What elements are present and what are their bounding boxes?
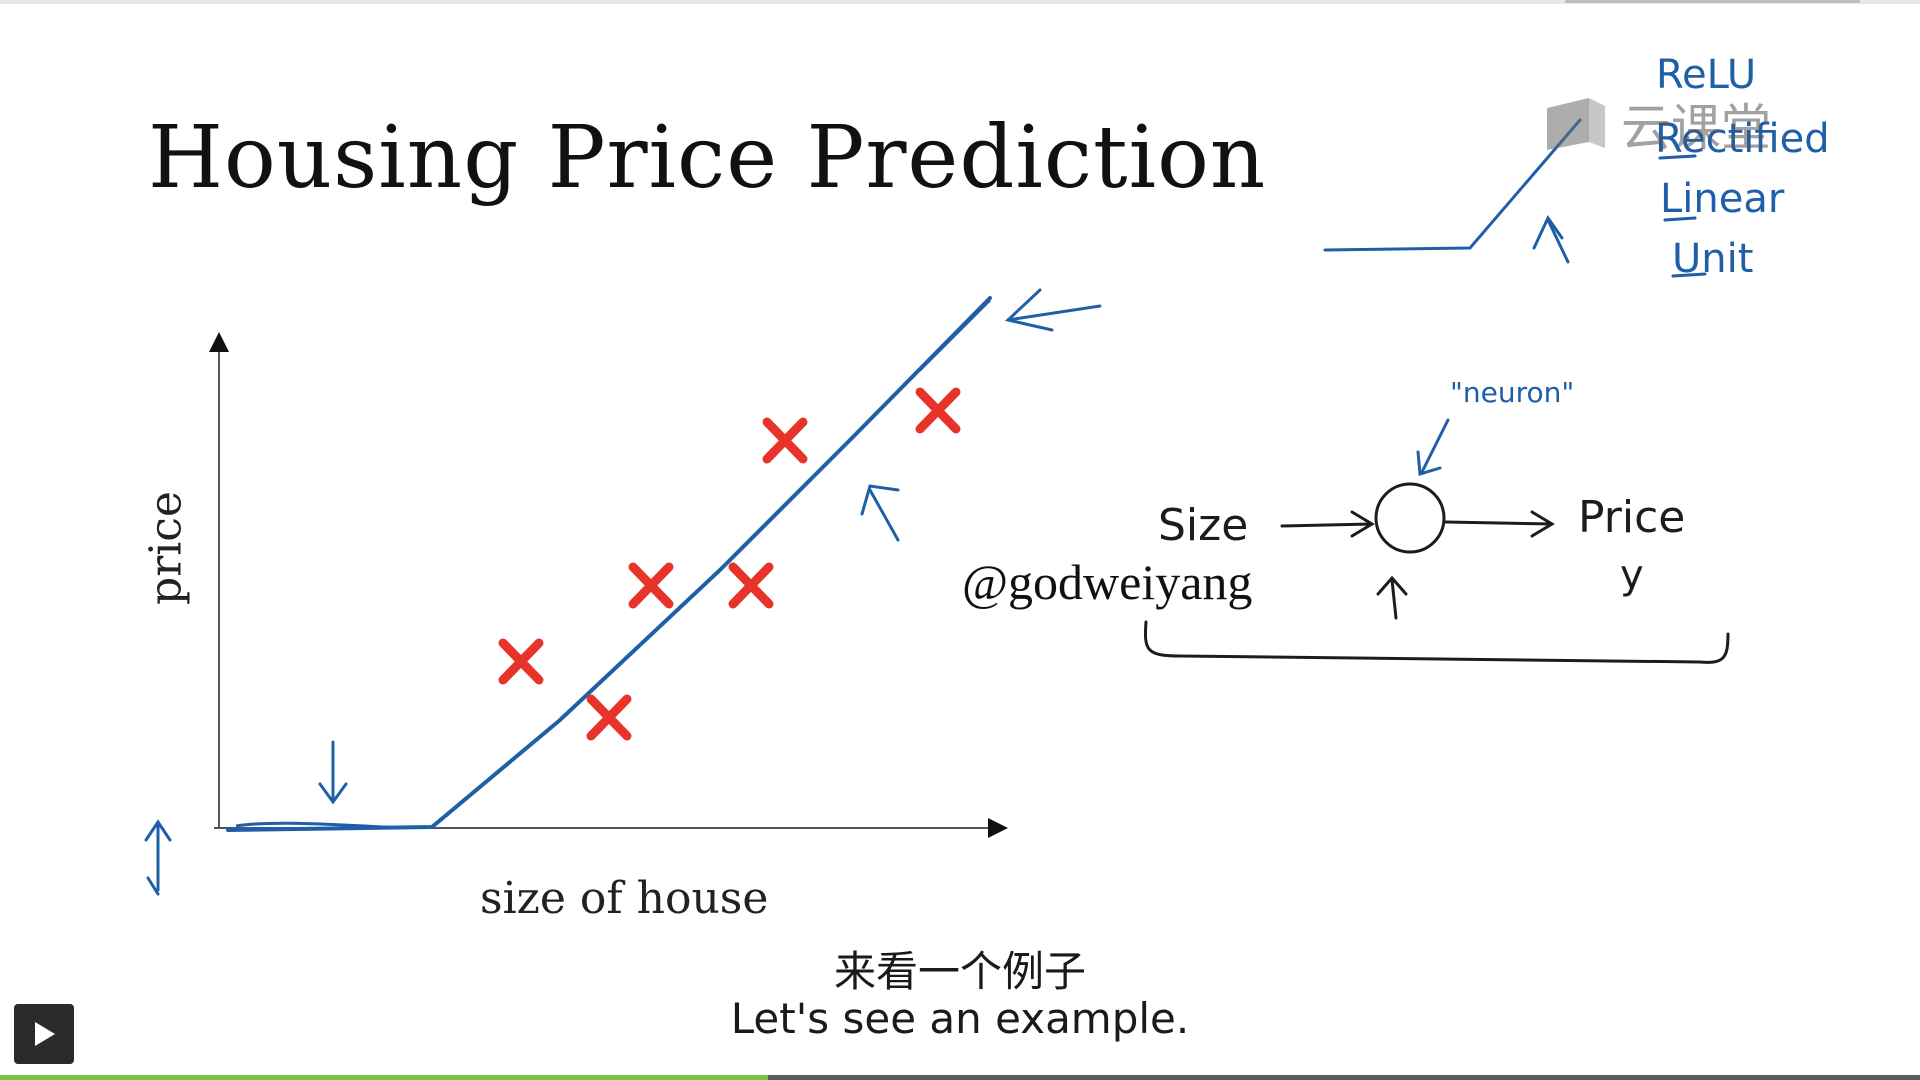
neuron-label-arrow (1416, 418, 1450, 476)
down-arrow-mark (318, 740, 348, 805)
relu-underlines (1658, 154, 1707, 278)
relu-label: ReLU (1656, 52, 1756, 98)
output-y-label: y (1620, 552, 1644, 598)
relu-fit-line (226, 296, 992, 832)
input-arrow (1280, 510, 1375, 538)
up-arrow-mark (860, 484, 900, 542)
neuron-up-arrow (1376, 575, 1408, 620)
play-icon (35, 1022, 55, 1046)
output-price-label: Price (1578, 492, 1685, 543)
neuron-diagram (1144, 418, 1730, 664)
data-point (498, 638, 544, 685)
subtitle-chinese: 来看一个例子 (833, 947, 1086, 996)
brand-name: 云课堂 (1621, 99, 1771, 157)
output-arrow (1444, 510, 1555, 538)
top-bar-segment (1565, 0, 1860, 3)
top-bar (0, 0, 1920, 4)
chart-annotation-arrows (144, 288, 1102, 896)
updown-arrow-mark (144, 819, 172, 896)
input-size-label: Size (1158, 500, 1248, 551)
progress-fill (0, 1075, 768, 1080)
rectified-label: Rectified (1655, 116, 1830, 162)
subtitle-english: Let's see an example. (730, 994, 1190, 1043)
layer-brace (1144, 620, 1730, 664)
relu-sketch (1323, 118, 1707, 278)
relu-sketch-curve (1323, 118, 1582, 252)
data-point (728, 562, 774, 609)
x-axis-label: size of house (480, 873, 769, 924)
neuron-label: "neuron" (1450, 376, 1574, 409)
data-point (628, 562, 674, 609)
relu-fit-overstroke (235, 298, 992, 830)
watermark-username: @godweiyang (962, 554, 1253, 610)
progress-bar[interactable] (0, 1075, 1920, 1080)
unit-label: Unit (1672, 236, 1753, 282)
neuron-circle (1374, 482, 1446, 554)
relu-sketch-arrow (1532, 215, 1570, 264)
brand-logo-icon (1545, 96, 1607, 152)
data-point (915, 387, 961, 434)
slide-title: Housing Price Prediction (148, 108, 1267, 208)
play-button[interactable] (14, 1004, 74, 1064)
y-axis-label: price (140, 491, 192, 605)
data-point (586, 694, 632, 741)
data-point (762, 417, 808, 464)
linear-label: Linear (1660, 176, 1785, 222)
data-point-markers (498, 387, 961, 741)
left-arrow-mark (1004, 288, 1102, 332)
brand-watermark: 云课堂 (1545, 88, 1771, 160)
